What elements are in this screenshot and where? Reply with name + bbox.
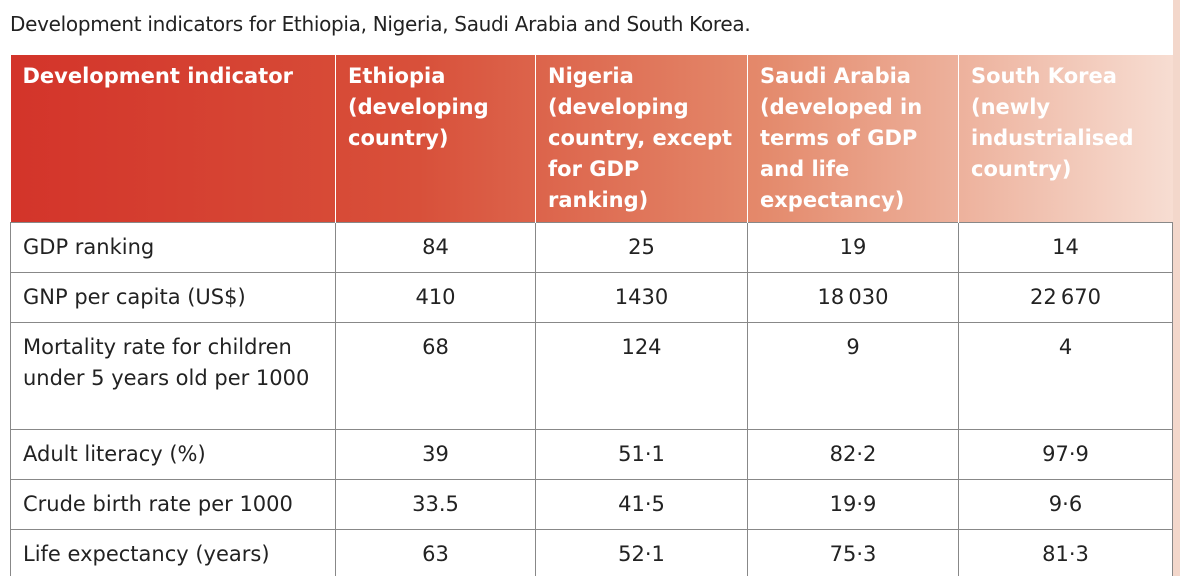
header-cell: South Korea (newly industrialised countr… xyxy=(958,55,1173,223)
header-cell: Ethiopia (developing country) xyxy=(335,55,536,223)
table-row: Life expectancy (years) 63 52·1 75·3 81·3 xyxy=(10,529,1173,576)
value-cell: 84 xyxy=(335,222,536,273)
row-label: GDP ranking xyxy=(10,222,336,273)
table-row: Crude birth rate per 1000 33.5 41·5 19·9 9·6 xyxy=(10,479,1173,530)
value-cell: 19·9 xyxy=(747,479,959,530)
value-cell: 22 670 xyxy=(958,272,1173,323)
value-cell: 63 xyxy=(335,529,536,576)
header-row: Development indicator Ethiopia (developin… xyxy=(10,55,1173,223)
value-cell: 9·6 xyxy=(958,479,1173,530)
table-body: GDP ranking 84 25 19 14 GNP per capita (US$) 4… xyxy=(10,222,1173,576)
table-row: Mortality rate for children under 5 year… xyxy=(10,322,1173,430)
value-cell: 52·1 xyxy=(535,529,748,576)
value-cell: 25 xyxy=(535,222,748,273)
value-cell: 124 xyxy=(535,322,748,430)
value-cell: 41·5 xyxy=(535,479,748,530)
value-cell: 97·9 xyxy=(958,429,1173,480)
header-cell: Nigeria (developing country, except for … xyxy=(535,55,748,223)
value-cell: 9 xyxy=(747,322,959,430)
value-cell: 39 xyxy=(335,429,536,480)
value-cell: 81·3 xyxy=(958,529,1173,576)
table-row: GDP ranking 84 25 19 14 xyxy=(10,222,1173,273)
value-cell: 75·3 xyxy=(747,529,959,576)
row-label: Life expectancy (years) xyxy=(10,529,336,576)
value-cell: 51·1 xyxy=(535,429,748,480)
header-cell: Saudi Arabia (developed in terms of GDP … xyxy=(747,55,959,223)
value-cell: 4 xyxy=(958,322,1173,430)
table-row: GNP per capita (US$) 410 1430 18 030 22 670 xyxy=(10,272,1173,323)
value-cell: 1430 xyxy=(535,272,748,323)
caption: Development indicators for Ethiopia, Nig… xyxy=(10,12,751,36)
value-cell: 33.5 xyxy=(335,479,536,530)
value-cell: 410 xyxy=(335,272,536,323)
header-cell: Development indicator xyxy=(22,64,294,88)
page-edge xyxy=(1173,0,1180,576)
row-label: GNP per capita (US$) xyxy=(10,272,336,323)
indicator-table: Development indicator Ethiopia (developin… xyxy=(10,55,1173,576)
value-cell: 14 xyxy=(958,222,1173,273)
row-label: Adult literacy (%) xyxy=(10,429,336,480)
value-cell: 68 xyxy=(335,322,536,430)
table-header: Development indicator Ethiopia (developin… xyxy=(10,55,1173,223)
value-cell: 18 030 xyxy=(747,272,959,323)
row-label: Mortality rate for children under 5 year… xyxy=(10,322,336,430)
table-row: Adult literacy (%) 39 51·1 82·2 97·9 xyxy=(10,429,1173,480)
value-cell: 82·2 xyxy=(747,429,959,480)
value-cell: 19 xyxy=(747,222,959,273)
row-label: Crude birth rate per 1000 xyxy=(10,479,336,530)
